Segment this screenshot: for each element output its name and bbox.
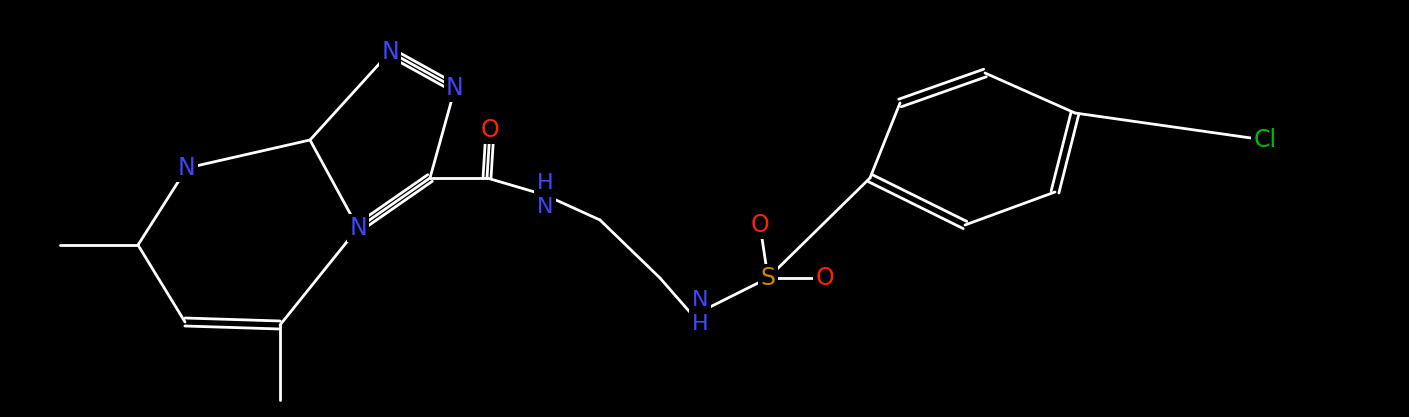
Text: N
H: N H [692,290,709,334]
Text: O: O [480,118,499,142]
Text: N: N [447,76,464,100]
Text: N: N [178,156,196,180]
Text: O: O [751,213,769,237]
Text: H
N: H N [537,173,554,216]
Text: O: O [816,266,834,290]
Text: N: N [349,216,366,240]
Text: N: N [380,40,399,64]
Text: Cl: Cl [1254,128,1277,152]
Text: S: S [761,266,775,290]
